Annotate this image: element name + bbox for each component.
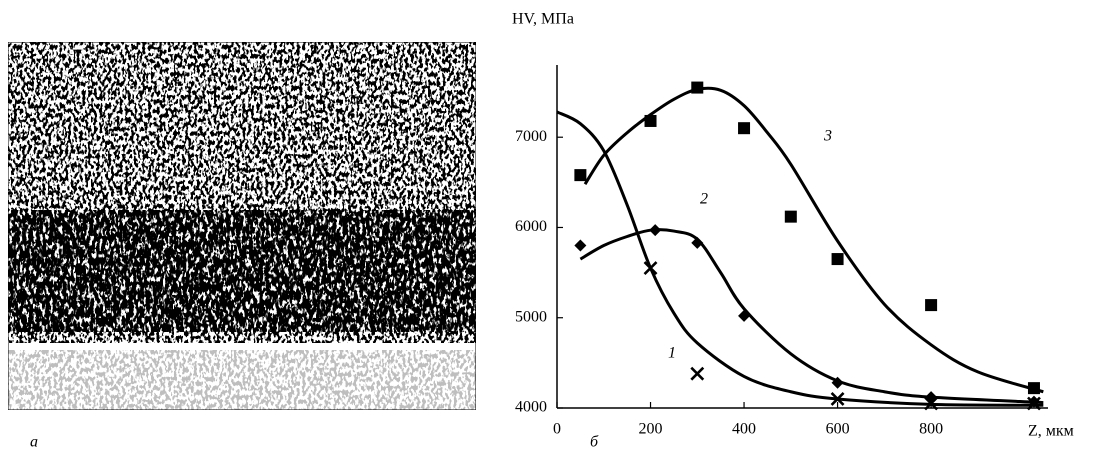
micrograph — [8, 42, 476, 410]
data-point — [574, 239, 587, 252]
y-tick-label: 7000 — [515, 128, 547, 145]
data-point — [831, 253, 844, 266]
data-point — [691, 236, 704, 249]
data-point — [643, 261, 658, 276]
data-point — [690, 366, 705, 381]
data-point — [691, 81, 704, 94]
data-point — [924, 396, 939, 411]
data-point — [1027, 382, 1040, 395]
panel-label: б — [590, 434, 599, 451]
data-point — [738, 122, 751, 135]
y-tick-label: 6000 — [515, 218, 547, 235]
y-tick-label: 4000 — [515, 399, 547, 416]
x-tick-label: 600 — [826, 421, 850, 438]
x-tick-label: 400 — [732, 421, 756, 438]
x-axis-title: Z, мкм — [1028, 423, 1074, 440]
x-tick-label: 0 — [553, 421, 561, 438]
fit-curve — [579, 228, 1044, 405]
data-point — [574, 169, 587, 182]
data-point — [831, 376, 844, 389]
data-point — [738, 309, 751, 322]
y-axis-title: HV, МПа — [512, 11, 574, 28]
data-point — [1027, 395, 1040, 408]
curve-label: 1 — [668, 345, 676, 362]
curve-label: 2 — [700, 191, 708, 208]
curve-label: 3 — [823, 128, 832, 145]
data-point — [649, 224, 662, 237]
x-tick-label: 800 — [919, 421, 943, 438]
panel-label: а — [30, 434, 38, 451]
x-tick-label: 200 — [639, 421, 663, 438]
y-tick-label: 5000 — [515, 308, 547, 325]
data-point — [830, 392, 845, 406]
data-point — [925, 299, 938, 312]
data-point — [925, 391, 938, 404]
data-point — [784, 210, 797, 223]
fit-curve — [583, 86, 1044, 394]
data-point — [644, 114, 657, 127]
fit-curve — [556, 110, 1044, 407]
